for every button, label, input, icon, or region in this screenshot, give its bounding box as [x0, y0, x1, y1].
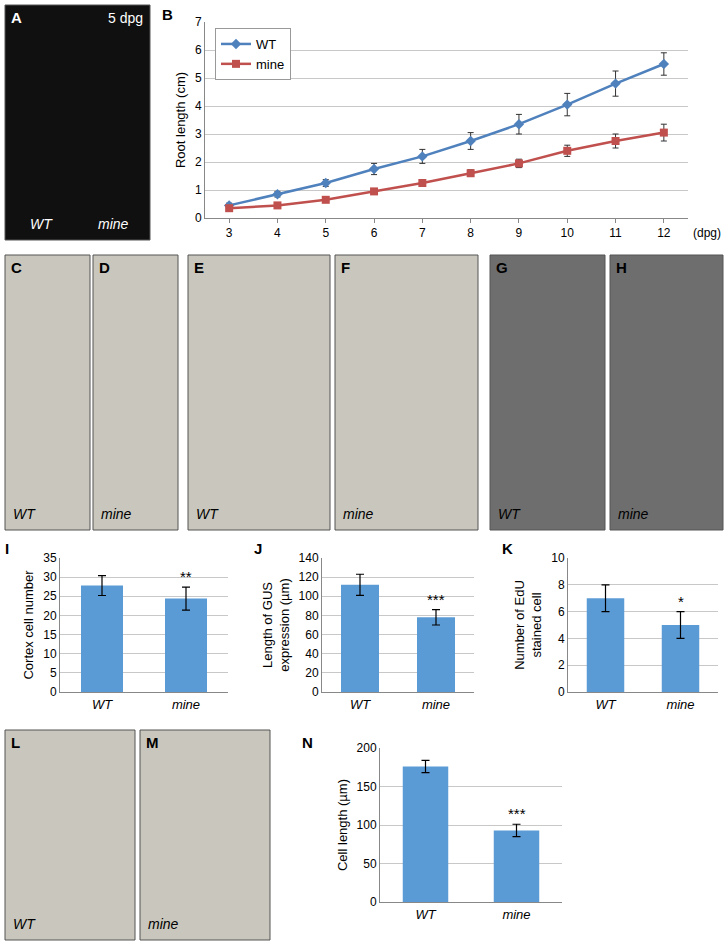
svg-text:WT: WT	[415, 907, 436, 922]
svg-text:0: 0	[195, 211, 202, 225]
svg-text:5: 5	[50, 666, 57, 680]
svg-text:2: 2	[195, 155, 202, 169]
svg-text:E: E	[194, 259, 204, 276]
svg-text:mine: mine	[502, 907, 530, 922]
svg-text:7: 7	[195, 15, 202, 29]
svg-text:mine: mine	[172, 697, 200, 712]
svg-text:120: 120	[299, 570, 319, 584]
svg-text:L: L	[11, 734, 20, 751]
svg-text:WT: WT	[30, 216, 53, 232]
svg-text:0: 0	[558, 685, 565, 699]
svg-text:Number of EdUstained cell: Number of EdUstained cell	[512, 580, 544, 670]
svg-text:Cell length (µm): Cell length (µm)	[335, 779, 350, 871]
svg-text:20: 20	[43, 609, 57, 623]
svg-text:0: 0	[370, 895, 377, 909]
svg-text:6: 6	[558, 605, 565, 619]
svg-text:10: 10	[561, 226, 575, 240]
svg-text:G: G	[496, 259, 508, 276]
svg-text:30: 30	[43, 570, 57, 584]
svg-text:5: 5	[322, 226, 329, 240]
svg-text:4: 4	[274, 226, 281, 240]
svg-text:WT: WT	[13, 506, 36, 522]
svg-text:3: 3	[195, 127, 202, 141]
svg-text:Root length (cm): Root length (cm)	[173, 72, 188, 168]
svg-text:9: 9	[516, 226, 523, 240]
svg-text:150: 150	[357, 780, 377, 794]
svg-text:mine: mine	[422, 697, 450, 712]
svg-text:mine: mine	[666, 697, 694, 712]
svg-text:10: 10	[43, 647, 57, 661]
svg-text:J: J	[254, 540, 262, 557]
svg-text:C: C	[11, 259, 22, 276]
svg-text:5 dpg: 5 dpg	[108, 10, 143, 26]
svg-text:WT: WT	[498, 506, 521, 522]
svg-text:(dpg): (dpg)	[693, 226, 721, 240]
svg-text:WT: WT	[92, 697, 113, 712]
svg-text:6: 6	[371, 226, 378, 240]
svg-text:10: 10	[551, 551, 565, 565]
svg-text:7: 7	[419, 226, 426, 240]
svg-text:A: A	[11, 9, 22, 26]
svg-text:80: 80	[305, 609, 319, 623]
svg-text:N: N	[302, 734, 313, 751]
svg-text:2: 2	[558, 658, 565, 672]
svg-text:WT: WT	[13, 916, 36, 932]
svg-text:WT: WT	[350, 697, 371, 712]
svg-text:8: 8	[467, 226, 474, 240]
svg-text:K: K	[502, 540, 513, 557]
svg-text:F: F	[341, 259, 350, 276]
svg-text:mine: mine	[98, 216, 129, 232]
svg-text:WT: WT	[595, 697, 616, 712]
svg-text:40: 40	[305, 647, 319, 661]
svg-text:50: 50	[363, 857, 377, 871]
svg-text:D: D	[99, 259, 110, 276]
svg-text:*: *	[678, 593, 684, 610]
svg-text:12: 12	[657, 226, 671, 240]
svg-text:6: 6	[195, 43, 202, 57]
svg-text:200: 200	[357, 741, 377, 755]
svg-text:1: 1	[195, 183, 202, 197]
svg-text:I: I	[5, 540, 9, 557]
svg-text:20: 20	[305, 666, 319, 680]
svg-text:***: ***	[508, 805, 526, 822]
svg-text:100: 100	[357, 818, 377, 832]
svg-text:60: 60	[305, 628, 319, 642]
svg-text:mine: mine	[343, 506, 374, 522]
svg-text:mine: mine	[101, 506, 132, 522]
svg-text:mine: mine	[256, 57, 284, 72]
svg-text:M: M	[146, 734, 159, 751]
svg-text:35: 35	[43, 551, 57, 565]
svg-text:100: 100	[299, 589, 319, 603]
svg-text:H: H	[616, 259, 627, 276]
svg-text:4: 4	[195, 99, 202, 113]
svg-text:15: 15	[43, 628, 57, 642]
svg-text:4: 4	[558, 632, 565, 646]
svg-text:8: 8	[558, 578, 565, 592]
svg-text:5: 5	[195, 71, 202, 85]
svg-text:WT: WT	[196, 506, 219, 522]
svg-text:WT: WT	[256, 37, 276, 52]
svg-text:140: 140	[299, 551, 319, 565]
svg-text:Length of GUSexpression (µm): Length of GUSexpression (µm)	[260, 578, 292, 671]
svg-text:0: 0	[50, 685, 57, 699]
svg-text:mine: mine	[148, 916, 179, 932]
svg-text:mine: mine	[618, 506, 649, 522]
svg-text:***: ***	[427, 591, 445, 608]
svg-text:11: 11	[609, 226, 622, 240]
svg-text:25: 25	[43, 589, 57, 603]
svg-text:Cortex cell number: Cortex cell number	[21, 570, 36, 680]
svg-text:**: **	[180, 568, 192, 585]
svg-text:0: 0	[312, 685, 319, 699]
svg-text:B: B	[162, 6, 173, 23]
svg-text:3: 3	[226, 226, 233, 240]
